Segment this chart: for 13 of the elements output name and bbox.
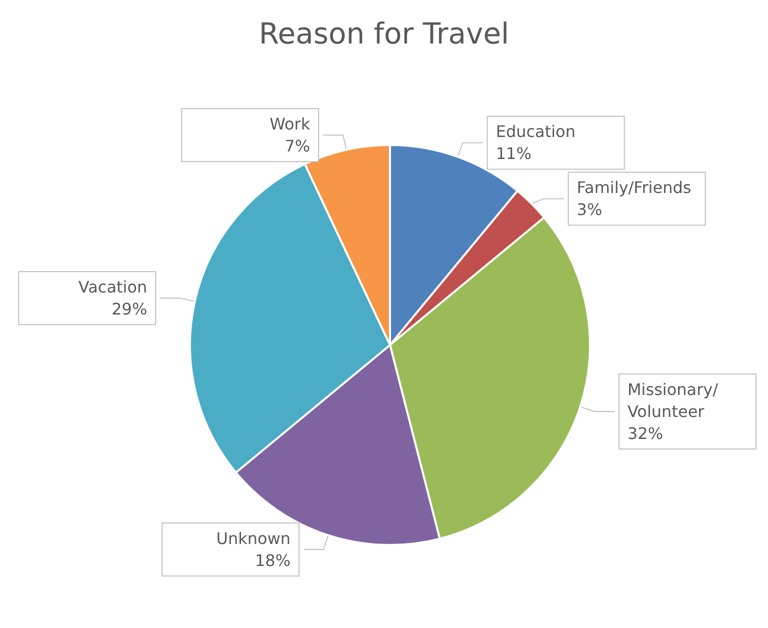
slice-label: Family/Friends	[576, 178, 692, 198]
slice-label: Work	[270, 114, 311, 134]
data-label: 3%	[576, 200, 602, 220]
slice-label: Unknown	[216, 528, 291, 548]
slice-label: Missionary/Volunteer	[627, 380, 719, 421]
data-label: 29%	[112, 300, 148, 319]
data-label: 32%	[627, 424, 664, 443]
data-label: 18%	[255, 550, 291, 570]
slice-label: Vacation	[78, 278, 148, 297]
data-label: 11%	[496, 144, 532, 164]
data-label: 7%	[284, 136, 310, 156]
slice-label: Education	[496, 122, 576, 142]
chart-title: Reason for Travel	[258, 16, 510, 50]
